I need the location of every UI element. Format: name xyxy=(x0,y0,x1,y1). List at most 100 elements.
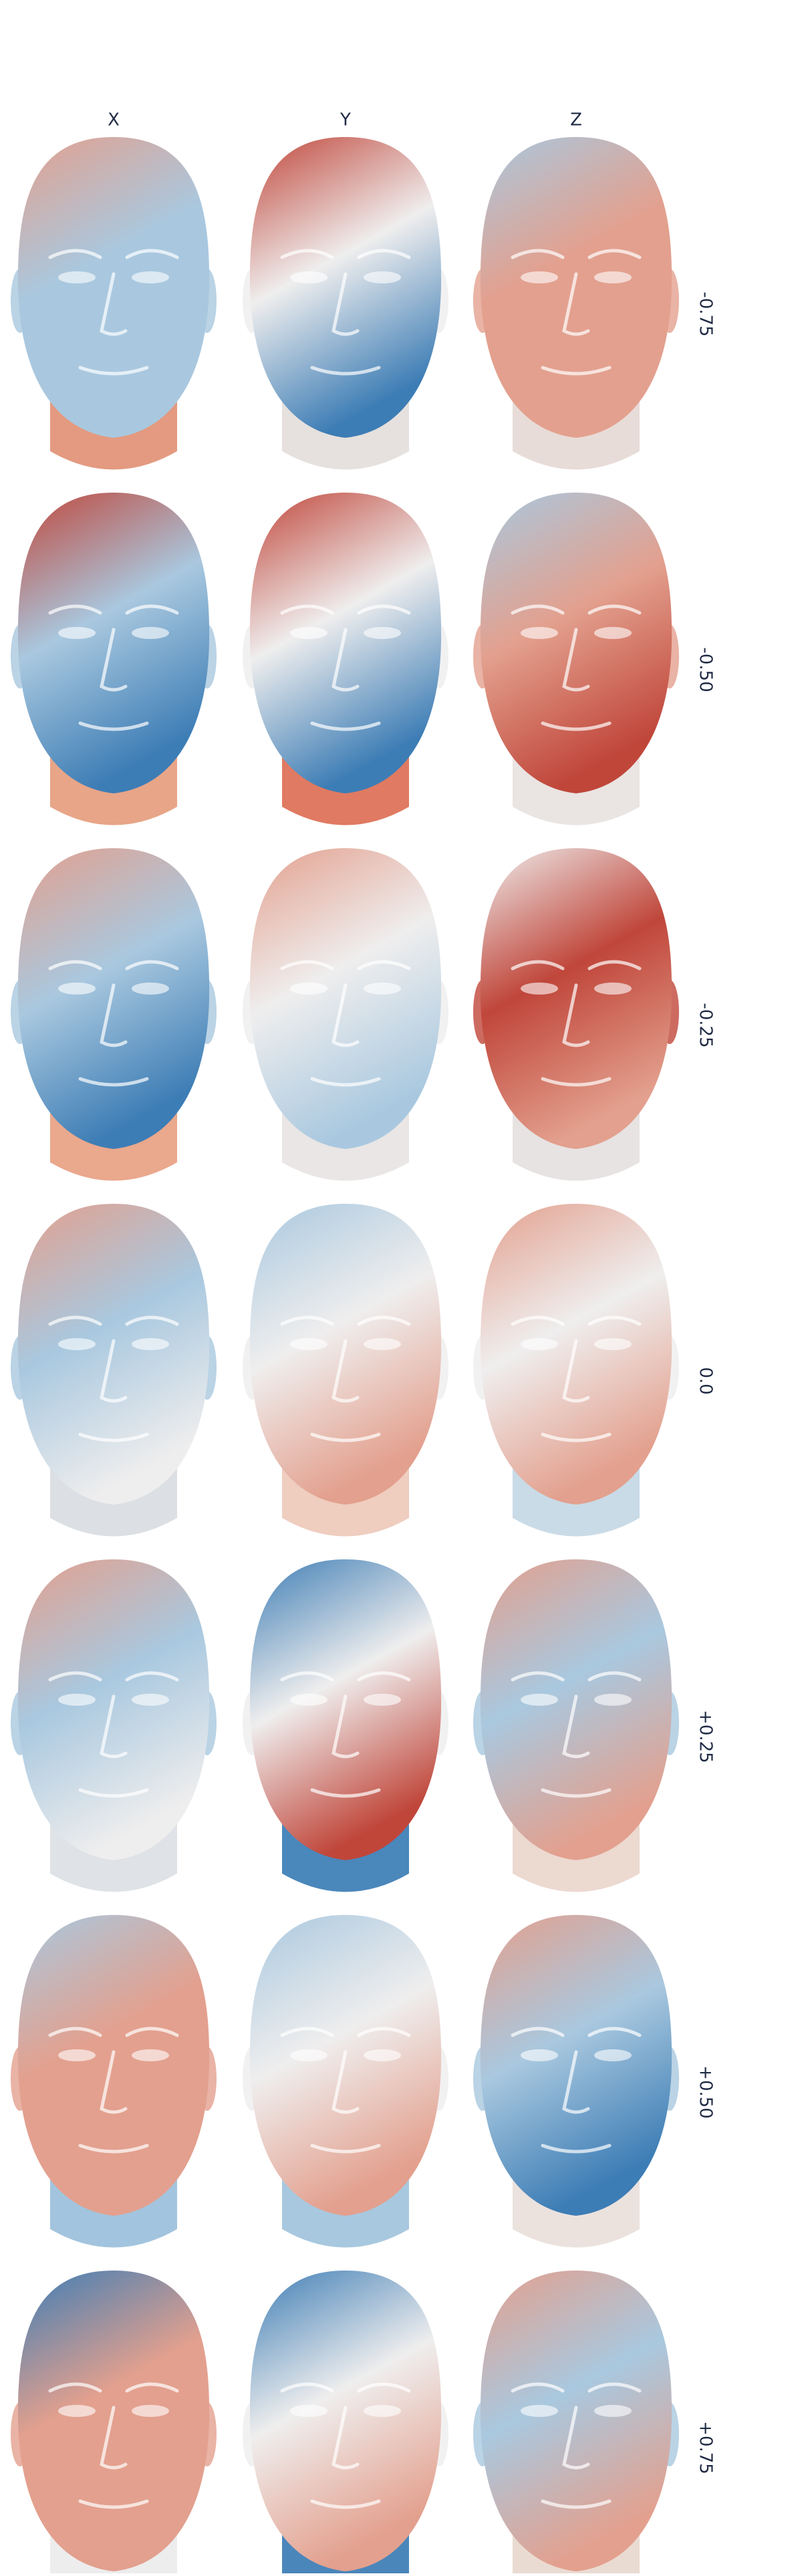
mouth xyxy=(541,2499,612,2509)
eye xyxy=(132,983,169,995)
eye xyxy=(594,627,632,639)
mouth xyxy=(310,1788,381,1798)
column-label: Z xyxy=(570,110,582,130)
head xyxy=(249,137,442,438)
mouth xyxy=(310,721,381,731)
eye xyxy=(290,627,327,639)
eye xyxy=(594,1338,632,1350)
face-render xyxy=(243,137,448,470)
eye xyxy=(290,1694,327,1706)
eye xyxy=(521,983,558,995)
nose xyxy=(562,628,590,692)
eye xyxy=(132,1694,169,1706)
eye xyxy=(594,2405,632,2417)
brow xyxy=(48,2382,102,2393)
eye xyxy=(132,2405,169,2417)
row-label: -0.25 xyxy=(696,1003,716,1047)
face-render xyxy=(473,2271,679,2576)
face-render xyxy=(11,493,217,825)
nose xyxy=(100,1694,128,1759)
brow xyxy=(357,249,411,259)
eye xyxy=(594,983,632,995)
eye xyxy=(364,983,401,995)
brow xyxy=(357,960,411,971)
brow xyxy=(587,2382,642,2393)
face-render xyxy=(11,848,217,1181)
brow xyxy=(511,960,565,971)
brow xyxy=(125,1671,179,1682)
mouth xyxy=(541,1077,612,1087)
face-render xyxy=(473,848,679,1181)
mouth xyxy=(541,2144,612,2154)
mouth xyxy=(310,1432,381,1442)
eye xyxy=(58,983,96,995)
brow xyxy=(48,2027,102,2037)
head xyxy=(249,493,442,793)
mouth xyxy=(78,1788,149,1798)
head xyxy=(249,2271,442,2571)
row-label: 0.0 xyxy=(696,1367,716,1394)
brow xyxy=(125,960,179,971)
head xyxy=(480,1204,672,1505)
brow xyxy=(125,2027,179,2037)
head xyxy=(249,1204,442,1505)
face-render xyxy=(243,1915,448,2248)
head xyxy=(249,1915,442,2216)
column-label: Y xyxy=(340,110,351,130)
nose xyxy=(100,1339,128,1403)
mouth xyxy=(541,1432,612,1442)
mouth xyxy=(78,1432,149,1442)
eye xyxy=(521,627,558,639)
nose xyxy=(100,2406,128,2470)
brow xyxy=(511,2027,565,2037)
brow xyxy=(280,1671,334,1682)
mouth xyxy=(78,366,149,376)
nose xyxy=(331,2406,360,2470)
eye xyxy=(364,1338,401,1350)
brow xyxy=(357,604,411,615)
eye xyxy=(521,2405,558,2417)
eye xyxy=(594,271,632,283)
column-label: X xyxy=(108,110,120,130)
brow xyxy=(587,1315,642,1326)
head xyxy=(480,2271,672,2571)
head xyxy=(480,1559,672,1860)
nose xyxy=(100,272,128,336)
mouth xyxy=(78,2144,149,2154)
brow xyxy=(511,1315,565,1326)
nose xyxy=(331,272,360,336)
nose xyxy=(562,2050,590,2114)
brow xyxy=(125,604,179,615)
face-render xyxy=(243,2271,448,2576)
head xyxy=(480,493,672,793)
eye xyxy=(132,627,169,639)
brow xyxy=(357,1315,411,1326)
brow xyxy=(125,1315,179,1326)
brow xyxy=(587,604,642,615)
eye xyxy=(521,1338,558,1350)
eye xyxy=(521,271,558,283)
row-label: +0.50 xyxy=(696,2065,716,2119)
face-render xyxy=(473,493,679,825)
brow xyxy=(511,2382,565,2393)
row-label: +0.75 xyxy=(696,2421,716,2474)
brow xyxy=(587,1671,642,1682)
brow xyxy=(48,604,102,615)
head xyxy=(17,493,210,793)
face-render xyxy=(473,1915,679,2248)
eye xyxy=(58,271,96,283)
mouth xyxy=(541,366,612,376)
face-render xyxy=(243,1204,448,1537)
face-render xyxy=(11,1559,217,1892)
row-label: -0.75 xyxy=(696,291,716,336)
eye xyxy=(364,2405,401,2417)
brow xyxy=(280,1315,334,1326)
mouth xyxy=(541,721,612,731)
brow xyxy=(357,2027,411,2037)
eye xyxy=(58,627,96,639)
eye xyxy=(364,2049,401,2061)
eye xyxy=(594,1694,632,1706)
face-render xyxy=(473,137,679,470)
eye xyxy=(290,2405,327,2417)
mouth xyxy=(310,366,381,376)
